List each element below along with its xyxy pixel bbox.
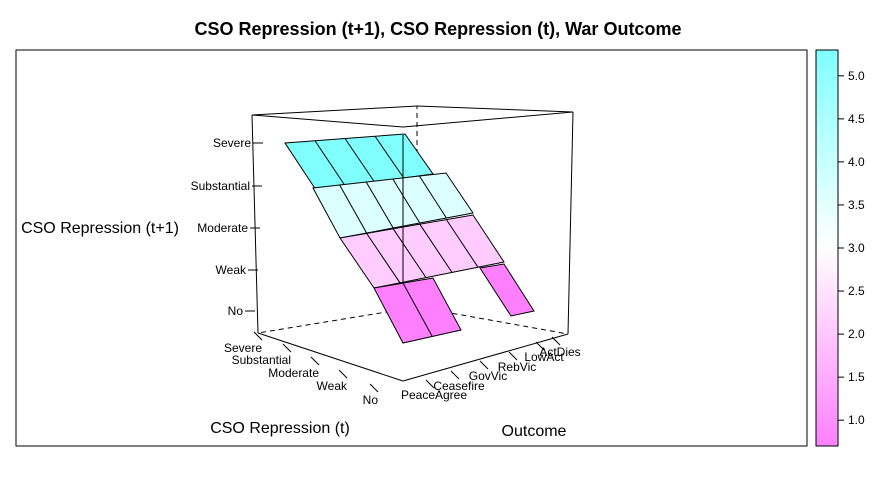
x-tick-label: Severe: [224, 341, 262, 355]
colorbar-tick-label: 2.0: [848, 327, 865, 341]
surface-row-substantial: [312, 172, 474, 239]
surface-gridline: [419, 223, 453, 273]
colorbar-tick-label: 1.0: [848, 413, 865, 427]
box-edge: [402, 333, 569, 382]
y-axis: PeaceAgreeCeasefireGovVicRebVicLowActAct…: [401, 336, 581, 402]
surface-gridline: [374, 135, 405, 179]
x-axis-label: CSO Repression (t): [210, 420, 350, 437]
box-edge: [251, 114, 259, 334]
colorbar-tick-label: 4.5: [848, 112, 865, 126]
chart-title: CSO Repression (t+1), CSO Repression (t)…: [195, 19, 682, 39]
surface: [284, 133, 535, 344]
y-tick: [450, 370, 460, 380]
y-tick-label: RebVic: [498, 360, 536, 374]
colorbar: [815, 49, 839, 447]
z-tick-label: Moderate: [197, 221, 248, 235]
y-tick: [508, 351, 518, 361]
colorbar-tick-label: 4.0: [848, 155, 865, 169]
x-tick-label: No: [363, 393, 379, 407]
colorbar-ticks: 1.0 1.5 2.0 2.5 3.0 3.5 4.0 4.5 5.0: [838, 69, 865, 427]
surface-row-weak-right: [479, 263, 535, 317]
z-tick-label: Weak: [216, 263, 247, 277]
surface-gridline: [344, 138, 375, 183]
x-tick: [282, 343, 292, 353]
y-tick: [535, 341, 545, 351]
box-edge: [251, 114, 404, 128]
box-edge: [251, 105, 418, 116]
x-tick: [369, 383, 379, 393]
surface-gridline: [445, 219, 479, 268]
colorbar-tick-label: 5.0: [848, 69, 865, 83]
box-edge: [416, 105, 574, 113]
surface-gridline: [402, 282, 433, 337]
surface-gridline: [392, 228, 427, 278]
y-tick-label: ActDies: [539, 345, 580, 359]
plot-frame: [15, 49, 808, 447]
surface-row-moderate: [339, 214, 505, 289]
x-tick-label: Weak: [317, 379, 348, 393]
z-axis: No Weak Moderate Substantial Severe: [191, 136, 263, 318]
box-edge: [257, 332, 404, 382]
y-tick-label: LowAct: [524, 350, 564, 364]
y-tick-label: GovVic: [469, 369, 507, 383]
surface-gridline: [392, 178, 421, 224]
surface-gridline: [314, 140, 346, 187]
x-tick: [310, 356, 320, 366]
y-tick-label: Ceasefire: [433, 379, 485, 393]
x-tick-label: Substantial: [232, 353, 291, 367]
z-axis-label: CSO Repression (t+1): [21, 220, 179, 237]
y-axis-label: Outcome: [502, 423, 567, 440]
surface-gridline: [418, 175, 447, 219]
surface-gridline: [366, 233, 401, 284]
bounding-box-front: [251, 111, 574, 382]
surface-gridline: [339, 184, 368, 234]
colorbar-tick-label: 3.0: [848, 241, 865, 255]
colorbar-tick-label: 2.5: [848, 284, 865, 298]
colorbar-tick-label: 1.5: [848, 370, 865, 384]
y-tick: [551, 336, 561, 346]
y-tick: [479, 360, 489, 370]
z-tick-label: Severe: [213, 136, 251, 150]
z-tick-label: No: [228, 304, 244, 318]
colorbar-tick-label: 3.5: [848, 198, 865, 212]
box-edge: [567, 111, 574, 335]
x-tick: [338, 369, 348, 379]
surface-gridline: [365, 181, 394, 229]
y-tick: [425, 379, 435, 389]
box-edge: [402, 111, 574, 128]
x-tick: [253, 331, 263, 341]
x-tick-label: Moderate: [268, 366, 319, 380]
y-tick-label: PeaceAgree: [401, 388, 467, 402]
z-tick-label: Substantial: [191, 179, 250, 193]
box-edge-hidden: [416, 306, 569, 335]
